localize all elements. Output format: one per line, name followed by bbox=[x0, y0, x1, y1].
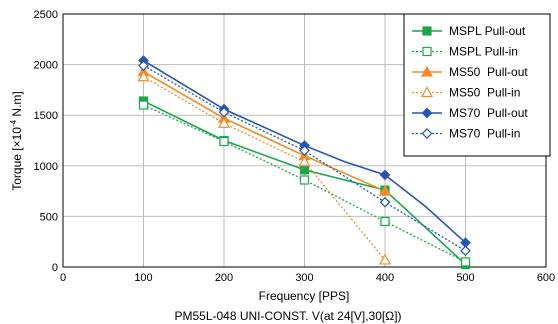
x-tick-label: 400 bbox=[376, 272, 394, 284]
x-tick-label: 0 bbox=[60, 272, 66, 284]
x-tick-label: 100 bbox=[134, 272, 152, 284]
legend-marker-0 bbox=[422, 26, 432, 36]
legend: MSPL Pull-out MSPL Pull-in MS50 Pull-out MS… bbox=[403, 13, 551, 157]
y-tick-label: 2500 bbox=[34, 9, 58, 21]
data-point-marker bbox=[219, 136, 229, 147]
data-point-marker bbox=[299, 145, 310, 156]
series-line-2 bbox=[143, 70, 386, 192]
series-markers bbox=[137, 55, 471, 270]
legend-marker-4 bbox=[421, 107, 433, 119]
data-point-marker bbox=[460, 257, 471, 267]
y-tick-label: 2000 bbox=[34, 60, 58, 72]
data-point-marker bbox=[218, 106, 230, 118]
legend-label-0: MSPL Pull-out bbox=[449, 24, 526, 38]
y-tick-label: 1500 bbox=[34, 110, 58, 122]
legend-marker-5 bbox=[421, 128, 433, 139]
data-point-marker bbox=[378, 253, 392, 265]
legend-label-1: MSPL Pull-in bbox=[449, 45, 518, 59]
data-point-marker bbox=[379, 196, 391, 208]
data-point-marker bbox=[298, 155, 311, 167]
legend-marker-1 bbox=[422, 46, 432, 57]
data-point-marker bbox=[217, 117, 231, 128]
series-line-5 bbox=[143, 65, 466, 252]
x-tick-label: 300 bbox=[295, 272, 313, 284]
legend-items: MSPL Pull-out MSPL Pull-in MS50 Pull-out MS… bbox=[412, 24, 528, 141]
legend-label-2: MS50 Pull-out bbox=[449, 65, 528, 79]
data-point-marker bbox=[299, 165, 310, 175]
x-tick-label: 600 bbox=[537, 272, 555, 284]
data-point-marker bbox=[138, 60, 149, 71]
y-axis-label-unit: N.m] bbox=[10, 91, 24, 120]
y-axis-label-base: Torque [×10 bbox=[10, 127, 24, 191]
y-tick-label: 1000 bbox=[34, 161, 58, 173]
data-point-marker bbox=[379, 169, 391, 181]
tick-labels: 0 500 1000 1500 2000 2500 0 100 200 300 400 500 600 bbox=[34, 9, 556, 284]
y-axis-label-exponent: -4 bbox=[9, 119, 18, 127]
y-axis-label: Torque [×10-4 N.m] bbox=[9, 91, 24, 191]
x-axis-label: Frequency [PPS] bbox=[259, 289, 350, 303]
x-tick-label: 200 bbox=[215, 272, 233, 284]
data-point-marker bbox=[380, 216, 390, 227]
chart-caption: PM55L-048 UNI-CONST. V(at 24[V],30[Ω]) bbox=[174, 309, 401, 323]
legend-marker-2 bbox=[420, 65, 434, 77]
series-line-3 bbox=[143, 76, 386, 261]
data-point-marker bbox=[299, 175, 310, 185]
data-point-marker bbox=[378, 184, 392, 196]
legend-label-5: MS70 Pull-in bbox=[449, 127, 520, 141]
data-point-marker bbox=[138, 100, 149, 110]
y-tick-label: 0 bbox=[52, 262, 58, 274]
x-tick-label: 500 bbox=[456, 272, 474, 284]
data-point-marker bbox=[460, 245, 471, 257]
y-tick-label: 500 bbox=[40, 211, 58, 223]
data-point-marker bbox=[137, 70, 150, 82]
legend-label-4: MS70 Pull-out bbox=[449, 106, 528, 120]
legend-label-3: MS50 Pull-in bbox=[449, 86, 520, 100]
legend-marker-3 bbox=[420, 86, 434, 98]
